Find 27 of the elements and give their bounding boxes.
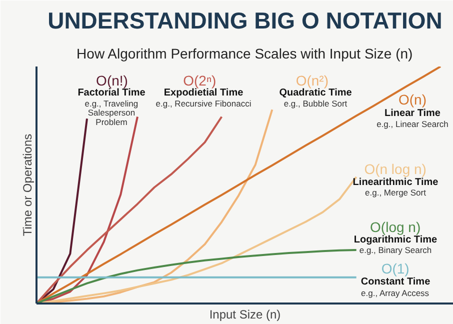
chart-title: UNDERSTANDING BIG O NOTATION — [48, 8, 442, 34]
annotation: Factorial Time — [78, 88, 146, 99]
annotation: Salesperson — [88, 108, 136, 118]
series-label: O(log n) — [370, 218, 421, 235]
text: O(2ⁿ) — [183, 72, 216, 89]
y-axis-title: Time or Operations — [20, 134, 34, 236]
text: O(n!) — [96, 72, 128, 89]
annotation: Expodietial Time — [164, 88, 244, 99]
series-label: O(n) — [398, 92, 426, 108]
series-label: O(1) — [381, 260, 410, 276]
annotation: e.g., Bubble Sort — [284, 98, 348, 108]
annotation: e.g., Linear Search — [376, 118, 449, 129]
annotation: Constant Time — [360, 276, 431, 288]
x-axis-title: Input Size (n) — [209, 308, 281, 322]
annotation: e.g., Recursive Fibonacci — [156, 98, 252, 108]
text: O(n²) — [296, 72, 329, 89]
annotation: Linear Time — [384, 108, 441, 120]
annotation: e.g., Traveling — [84, 98, 138, 108]
annotation: e.g., Array Access — [361, 288, 430, 298]
chart-subtitle: How Algorithm Performance Scales with Input Size (n) — [76, 46, 413, 62]
annotation: e.g., Merge Sort — [365, 188, 427, 198]
annotation: Quadratic Time — [279, 88, 352, 99]
annotation: Logarithmic Time — [354, 234, 438, 246]
annotation: Linearithmic Time — [352, 176, 439, 188]
annotation: e.g., Binary Search — [359, 245, 432, 256]
annotation: Problem — [96, 116, 128, 127]
series-label: O(n log n) — [364, 160, 426, 177]
